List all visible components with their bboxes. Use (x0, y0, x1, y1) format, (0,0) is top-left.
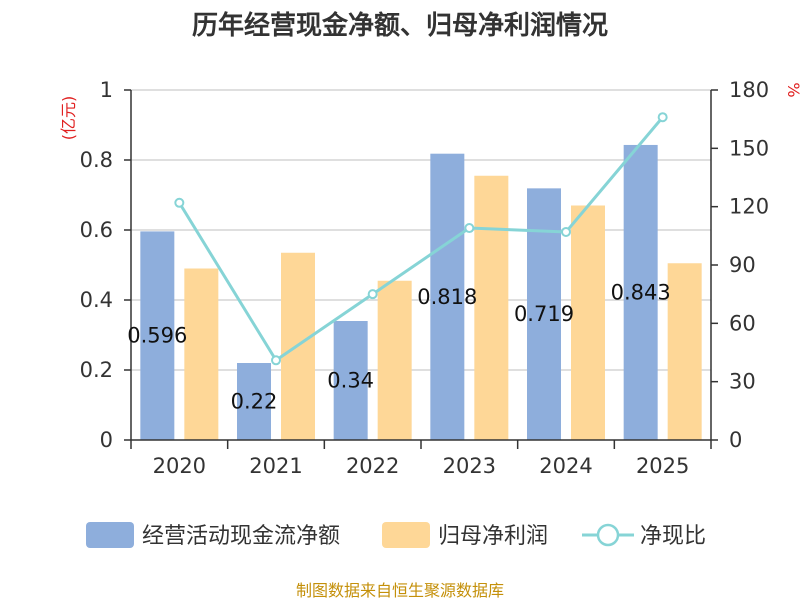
cashflow-bar (237, 363, 271, 440)
bar-data-label: 0.596 (127, 324, 187, 348)
source-note: 制图数据来自恒生聚源数据库 (296, 581, 504, 600)
left-axis-unit: (亿元) (59, 96, 78, 141)
ratio-point (464, 223, 475, 234)
right-tick-label: 180 (729, 78, 769, 102)
ratio-point (271, 355, 281, 366)
data-labels: 0.596 0.22 0.34 0.818 0.719 0.843 (127, 280, 670, 413)
ratio-point (657, 112, 668, 123)
x-tick-label: 2020 (153, 454, 206, 478)
legend-label-ratio: 净现比 (640, 524, 706, 549)
bar-data-label: 0.719 (514, 302, 574, 326)
x-tick-label: 2023 (443, 454, 496, 478)
net-profit-bar (474, 175, 509, 440)
left-tick-label: 0.8 (80, 148, 113, 172)
right-tick-label: 60 (729, 311, 756, 335)
left-tick-label: 0.4 (80, 288, 113, 312)
cashflow-bar (140, 231, 175, 440)
bar-data-label: 0.34 (327, 369, 374, 393)
grid (131, 89, 711, 371)
right-tick-label: 30 (729, 370, 756, 394)
x-tick-label: 2021 (249, 454, 302, 478)
net-profit-bar (184, 268, 219, 440)
x-tick-label: 2024 (539, 454, 592, 478)
x-tick-label: 2022 (346, 454, 399, 478)
legend-label-net-profit: 归母净利润 (438, 524, 548, 549)
left-tick-label: 0 (100, 428, 113, 452)
legend-label-cashflow: 经营活动现金流净额 (142, 524, 340, 549)
cashflow-bar (430, 153, 465, 440)
net-profit-bar (667, 263, 702, 440)
x-tick-label: 2025 (636, 454, 689, 478)
net-profit-bar (377, 280, 412, 440)
legend-swatch-cashflow (86, 522, 134, 548)
right-tick-label: 120 (729, 195, 769, 219)
bars (140, 144, 702, 440)
axes: 0 0.2 0.4 0.6 0.8 1 0 30 60 90 120 150 180 2020 2021 20… (80, 78, 770, 478)
ratio-point (367, 289, 378, 300)
right-tick-label: 150 (729, 136, 769, 160)
bar-data-label: 0.22 (231, 390, 278, 414)
ratio-point (174, 197, 185, 208)
ratio-line-path (178, 116, 664, 363)
right-tick-label: 0 (729, 428, 742, 452)
legend-swatch-net-profit (382, 522, 430, 548)
left-tick-label: 1 (100, 78, 113, 102)
ratio-line (174, 112, 668, 366)
legend[interactable]: 经营活动现金流净额 归母净利润 净现比 (86, 522, 706, 549)
net-profit-bar (571, 205, 605, 440)
bar-data-label: 0.818 (417, 285, 477, 309)
right-tick-label: 90 (729, 253, 756, 277)
left-tick-label: 0.2 (80, 358, 113, 382)
bar-data-label: 0.843 (611, 280, 671, 304)
cashflow-bar (623, 144, 658, 440)
chart-title: 历年经营现金净额、归母净利润情况 (192, 10, 608, 41)
right-axis-unit: % (784, 82, 800, 97)
legend-swatch-ratio-marker (596, 523, 620, 547)
left-tick-label: 0.6 (80, 218, 113, 242)
cashflow-bar (333, 321, 368, 440)
ratio-point (561, 226, 571, 237)
